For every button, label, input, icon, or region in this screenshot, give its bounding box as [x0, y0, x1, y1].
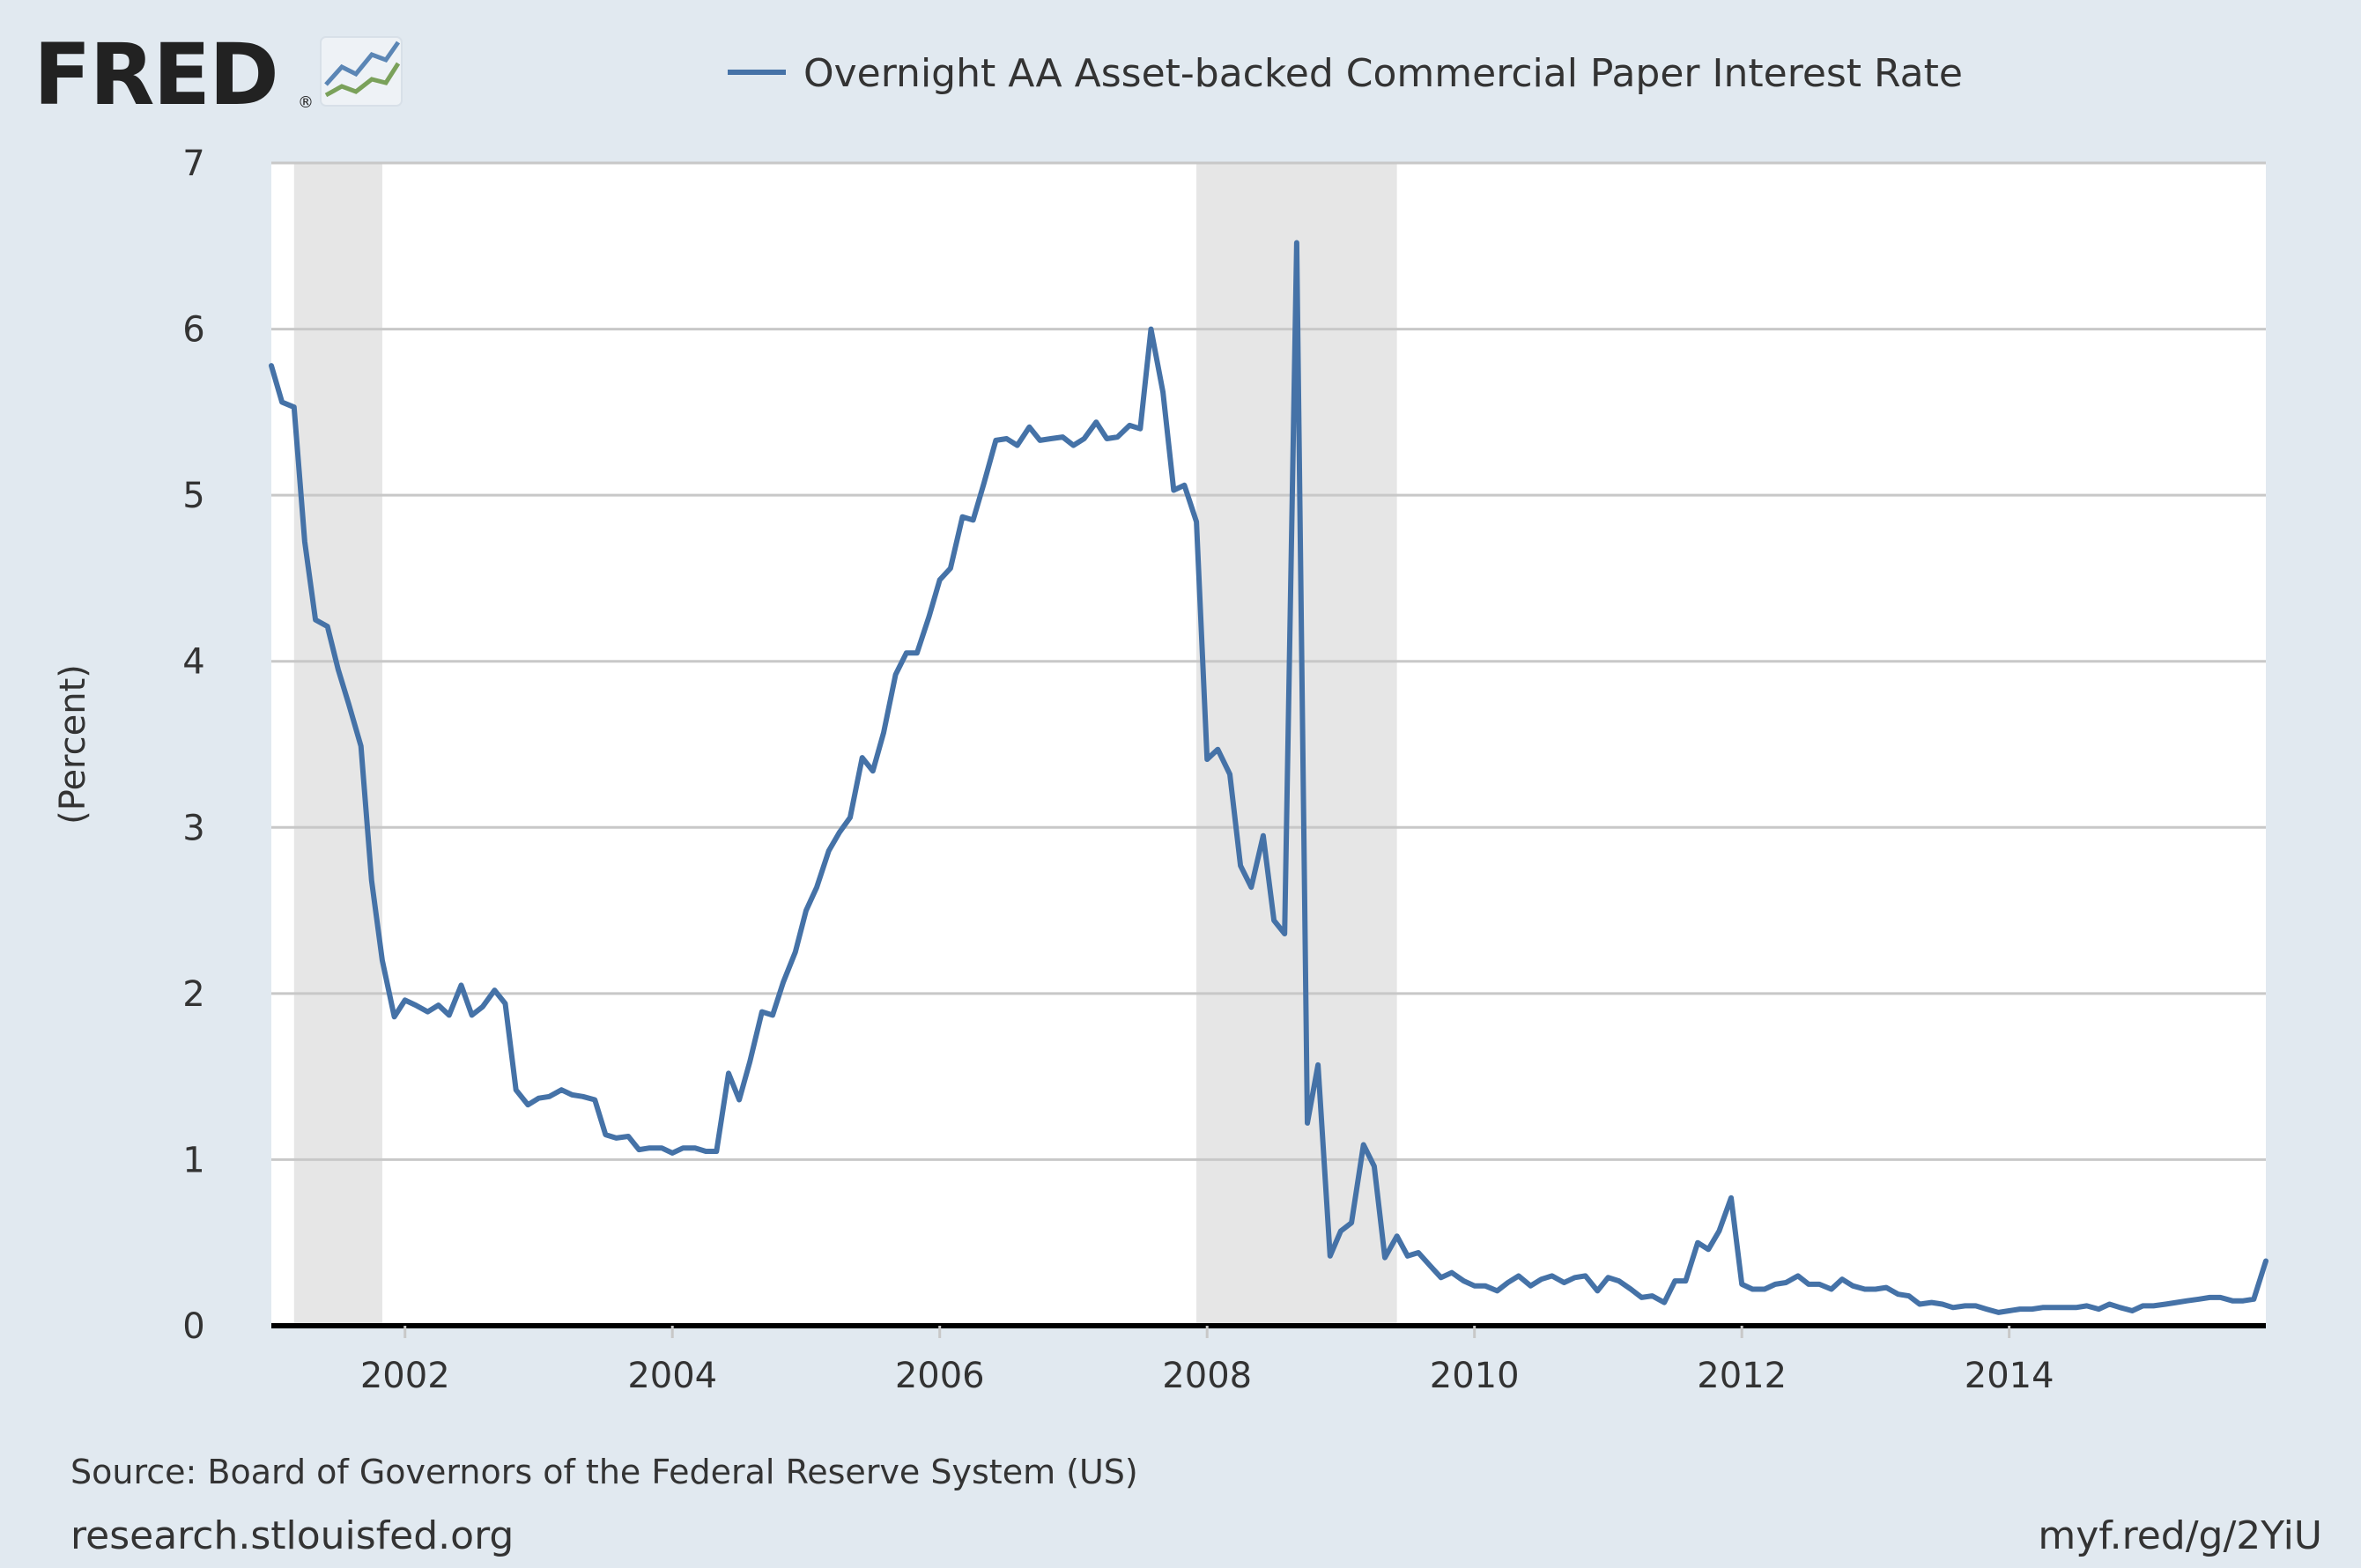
- registered-mark: ®: [298, 93, 314, 112]
- chart-legend: Overnight AA Asset-backed Commercial Pap…: [728, 51, 1963, 96]
- y-tick-label: 6: [182, 310, 204, 351]
- x-tick-label: 2004: [627, 1356, 717, 1396]
- y-tick-label: 5: [182, 476, 204, 516]
- x-tick-label: 2008: [1162, 1356, 1252, 1396]
- x-tick-label: 2014: [1965, 1356, 2054, 1396]
- x-tick-label: 2006: [895, 1356, 985, 1396]
- gridlines: [271, 161, 2266, 1161]
- y-tick-label: 1: [182, 1140, 204, 1180]
- y-tick-label: 0: [182, 1306, 204, 1347]
- short-url-link[interactable]: myf.red/g/2YiU: [2038, 1513, 2322, 1558]
- fred-logo-text: FRED: [33, 26, 278, 124]
- y-tick-label: 2: [182, 974, 204, 1015]
- fred-logo-graph-icon: [320, 36, 403, 107]
- legend-label: Overnight AA Asset-backed Commercial Pap…: [803, 51, 1963, 96]
- fred-logo[interactable]: FRED ®: [33, 26, 403, 124]
- source-note: Source: Board of Governors of the Federa…: [70, 1453, 1138, 1491]
- y-tick-label: 3: [182, 808, 204, 848]
- series-line-1: [269, 240, 2268, 1315]
- x-axis-ticks: 2002 2004 2006 2008 2010 2012 2014: [360, 1326, 2054, 1396]
- recession-band-1: [293, 163, 382, 1326]
- series-lines: [269, 240, 2268, 1315]
- x-tick-label: 2010: [1430, 1356, 1520, 1396]
- x-tick-label: 2002: [360, 1356, 450, 1396]
- y-tick-label: 7: [182, 144, 204, 184]
- y-axis-label: (Percent): [53, 664, 93, 825]
- y-axis-ticks: 0 1 2 3 4 5 6 7: [182, 144, 204, 1347]
- recession-shading: [293, 163, 1397, 1326]
- y-tick-label: 4: [182, 642, 204, 683]
- site-link[interactable]: research.stlouisfed.org: [70, 1513, 514, 1558]
- x-tick-label: 2012: [1697, 1356, 1787, 1396]
